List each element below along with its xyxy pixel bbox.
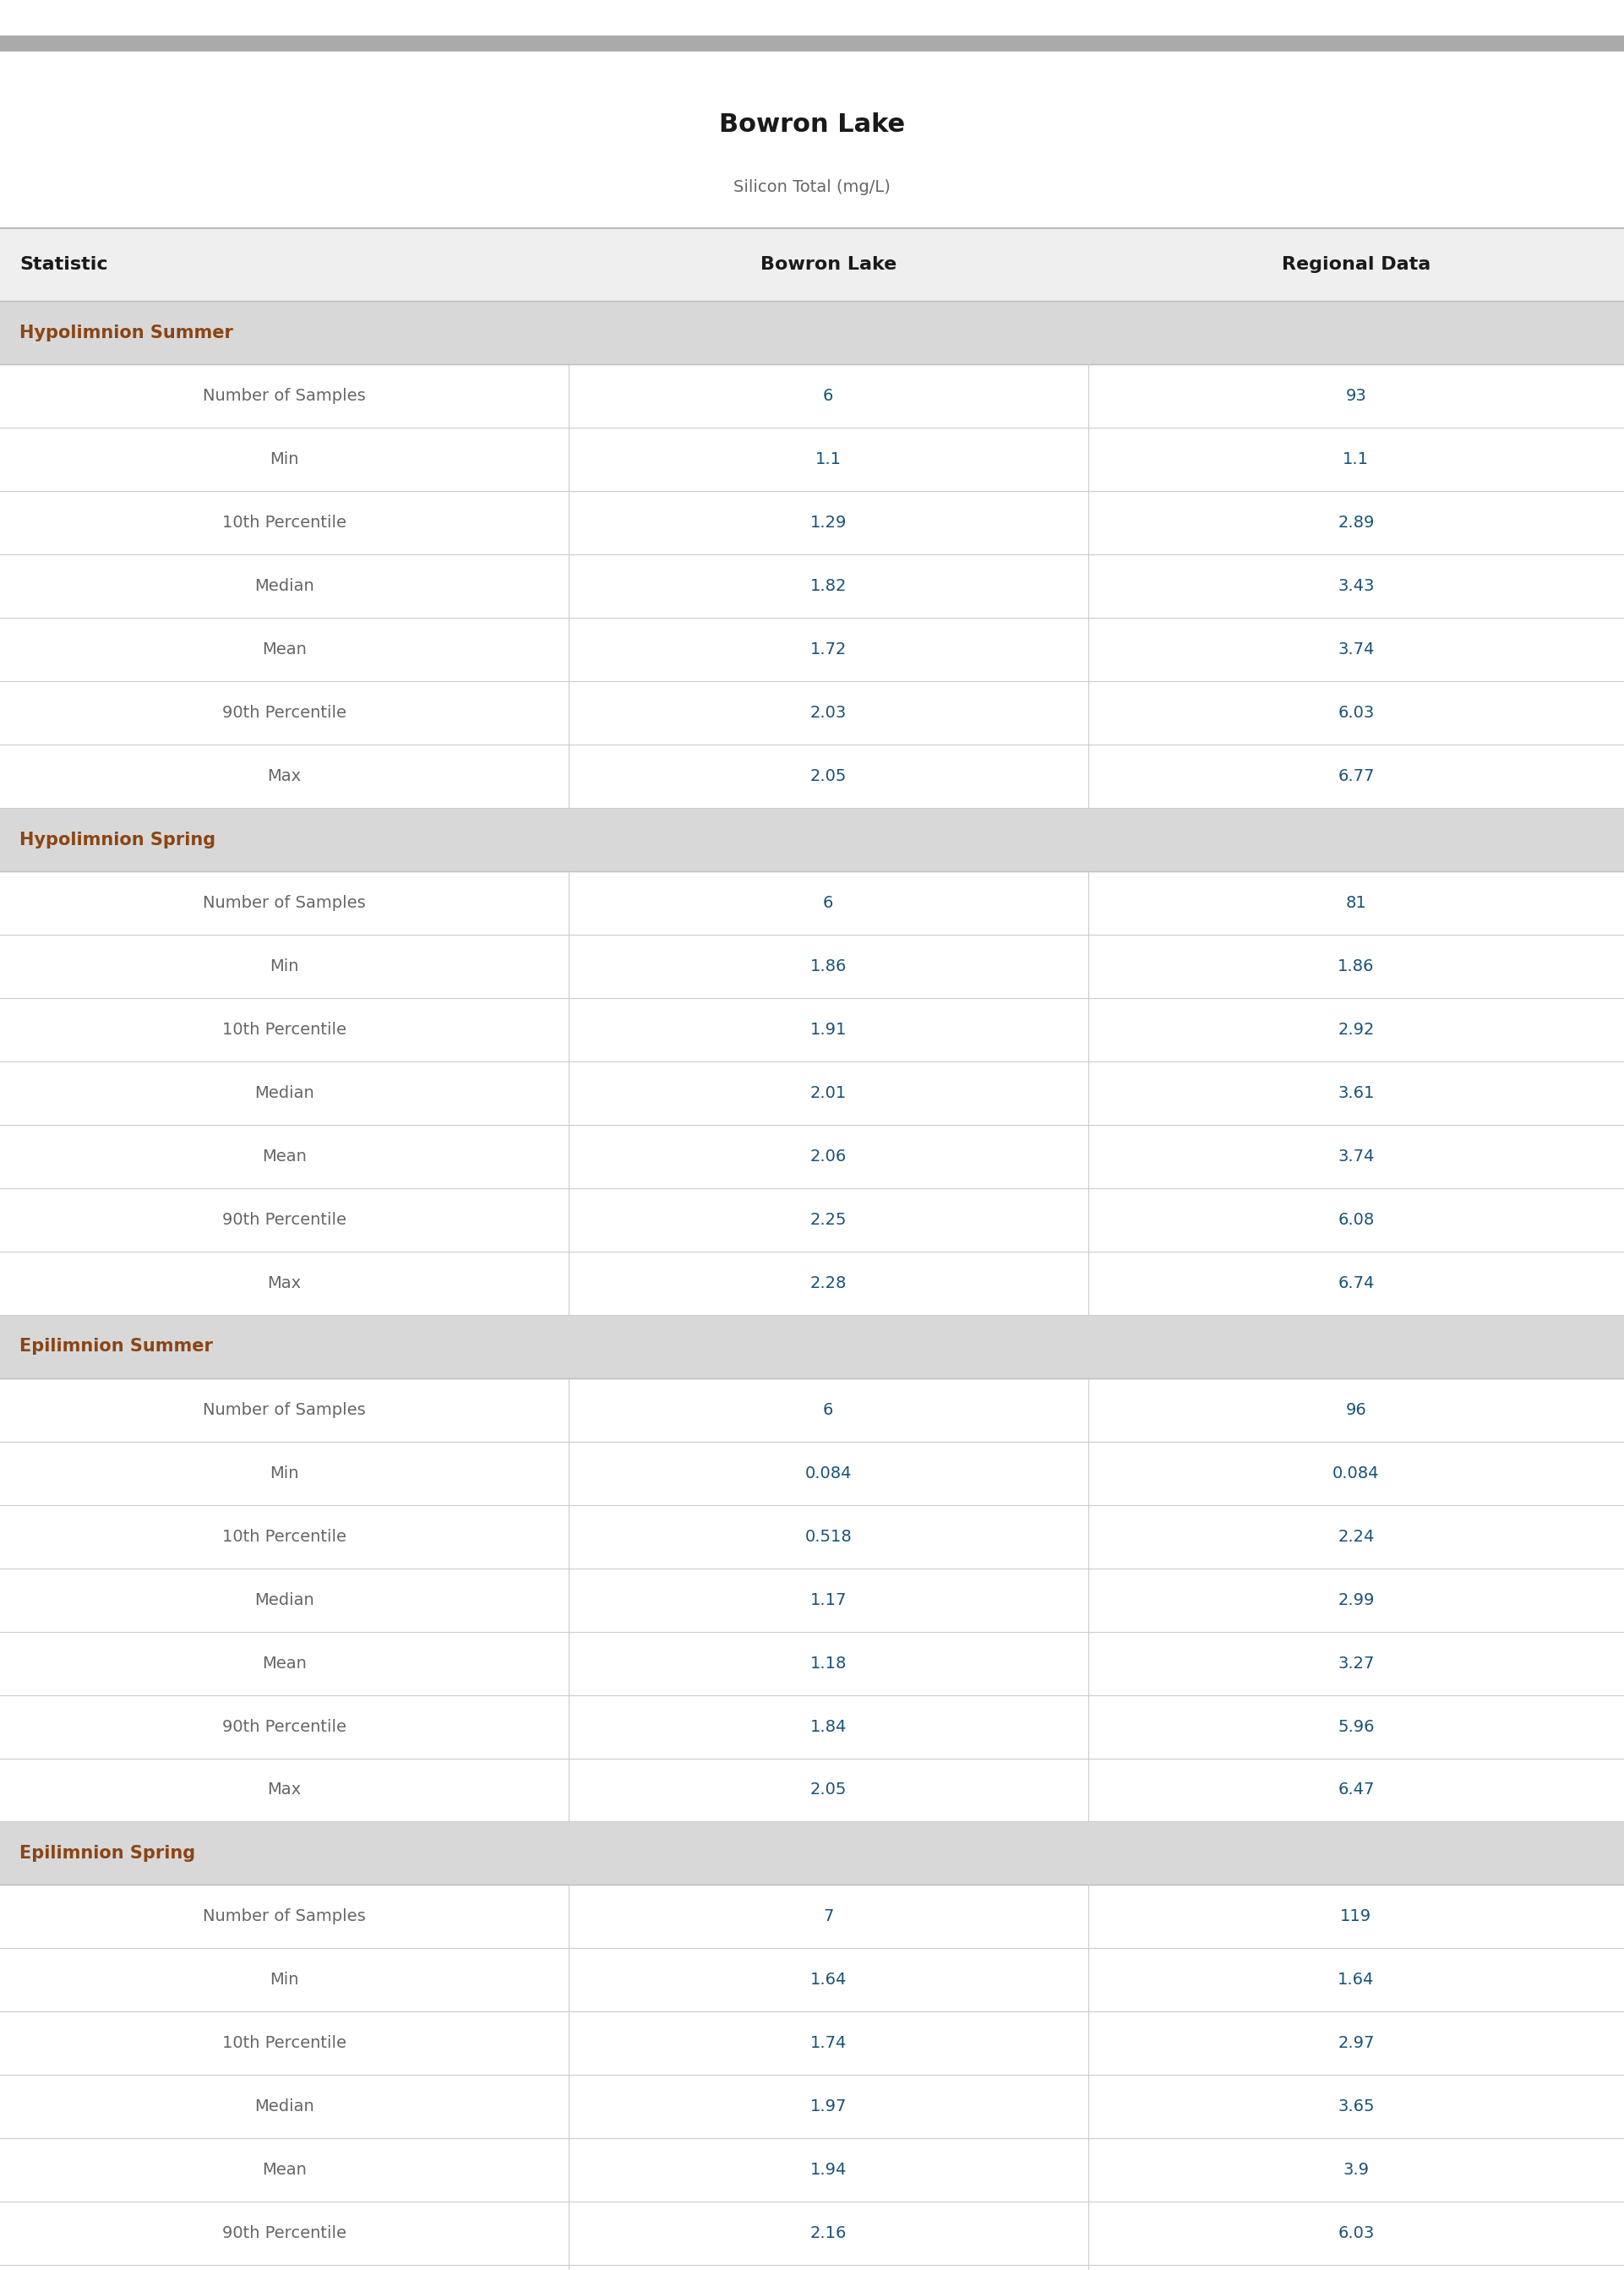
Text: 7: 7 (823, 1909, 833, 1925)
Text: Max: Max (268, 1276, 300, 1292)
Text: 1.18: 1.18 (810, 1655, 846, 1671)
Text: 2.28: 2.28 (810, 1276, 846, 1292)
Text: 6: 6 (823, 894, 833, 910)
Text: Number of Samples: Number of Samples (203, 1403, 365, 1419)
Text: 6: 6 (823, 1403, 833, 1419)
Text: 6.77: 6.77 (1338, 767, 1374, 785)
Text: 2.89: 2.89 (1338, 515, 1374, 531)
Text: Mean: Mean (261, 1655, 307, 1671)
Text: 90th Percentile: 90th Percentile (222, 1212, 346, 1228)
Text: Min: Min (270, 958, 299, 974)
Text: 2.99: 2.99 (1338, 1591, 1374, 1607)
Text: 3.43: 3.43 (1338, 579, 1374, 595)
Text: 2.92: 2.92 (1338, 1022, 1374, 1037)
Text: Number of Samples: Number of Samples (203, 894, 365, 910)
Text: 10th Percentile: 10th Percentile (222, 1528, 346, 1544)
Text: 90th Percentile: 90th Percentile (222, 706, 346, 722)
Text: Min: Min (270, 1973, 299, 1989)
Text: 81: 81 (1346, 894, 1366, 910)
Text: 1.97: 1.97 (810, 2100, 846, 2116)
Text: Silicon Total (mg/L): Silicon Total (mg/L) (734, 179, 890, 195)
Text: Bowron Lake: Bowron Lake (719, 114, 905, 136)
Text: 2.97: 2.97 (1338, 2036, 1374, 2052)
Text: 1.64: 1.64 (1338, 1973, 1374, 1989)
Text: 6.74: 6.74 (1338, 1276, 1374, 1292)
Text: 93: 93 (1346, 388, 1366, 404)
Text: Mean: Mean (261, 1149, 307, 1165)
Text: 0.084: 0.084 (1333, 1464, 1379, 1482)
Text: 5.96: 5.96 (1338, 1718, 1374, 1734)
Text: Min: Min (270, 452, 299, 468)
Text: 2.06: 2.06 (810, 1149, 846, 1165)
Text: 10th Percentile: 10th Percentile (222, 2036, 346, 2052)
Text: Median: Median (255, 579, 313, 595)
Text: Number of Samples: Number of Samples (203, 388, 365, 404)
Text: 96: 96 (1346, 1403, 1366, 1419)
Text: 90th Percentile: 90th Percentile (222, 2225, 346, 2240)
Text: Min: Min (270, 1464, 299, 1482)
Text: Mean: Mean (261, 642, 307, 658)
Text: 0.518: 0.518 (804, 1528, 853, 1544)
Text: 6.47: 6.47 (1338, 1782, 1374, 1798)
Text: Number of Samples: Number of Samples (203, 1909, 365, 1925)
Text: 1.1: 1.1 (1343, 452, 1369, 468)
Text: Bowron Lake: Bowron Lake (760, 257, 896, 272)
Text: Hypolimnion Spring: Hypolimnion Spring (19, 831, 216, 849)
Bar (0, 1314, 1624, 1378)
Text: Regional Data: Regional Data (1281, 257, 1431, 272)
Text: 2.01: 2.01 (810, 1085, 846, 1101)
Text: 2.24: 2.24 (1338, 1528, 1374, 1544)
Text: Max: Max (268, 767, 300, 785)
Text: 2.03: 2.03 (810, 706, 846, 722)
Text: 6.08: 6.08 (1338, 1212, 1374, 1228)
Text: 1.1: 1.1 (815, 452, 841, 468)
Text: 6.03: 6.03 (1338, 706, 1374, 722)
Text: 1.29: 1.29 (810, 515, 846, 531)
Text: Epilimnion Spring: Epilimnion Spring (19, 1846, 195, 1861)
Text: 3.74: 3.74 (1338, 1149, 1374, 1165)
Bar (0, 1821, 1624, 1884)
Text: 1.86: 1.86 (810, 958, 846, 974)
Text: 0.084: 0.084 (806, 1464, 851, 1482)
Text: Epilimnion Summer: Epilimnion Summer (19, 1337, 213, 1355)
Text: 1.74: 1.74 (810, 2036, 846, 2052)
Text: 2.16: 2.16 (810, 2225, 846, 2240)
Text: Max: Max (268, 1782, 300, 1798)
Text: 2.05: 2.05 (810, 1782, 846, 1798)
Text: 1.64: 1.64 (810, 1973, 846, 1989)
Text: 3.74: 3.74 (1338, 642, 1374, 658)
Text: 6: 6 (823, 388, 833, 404)
Text: 1.84: 1.84 (810, 1718, 846, 1734)
Text: 2.25: 2.25 (810, 1212, 846, 1228)
Text: 1.94: 1.94 (810, 2161, 846, 2179)
Text: 10th Percentile: 10th Percentile (222, 1022, 346, 1037)
Text: 1.86: 1.86 (1338, 958, 1374, 974)
Text: Median: Median (255, 2100, 313, 2116)
Text: 3.27: 3.27 (1338, 1655, 1374, 1671)
Text: Median: Median (255, 1085, 313, 1101)
Text: 1.17: 1.17 (810, 1591, 846, 1607)
Text: 1.72: 1.72 (810, 642, 846, 658)
Text: Statistic: Statistic (19, 257, 107, 272)
Text: 1.91: 1.91 (810, 1022, 846, 1037)
Text: 6.03: 6.03 (1338, 2225, 1374, 2240)
Bar (0, 808, 1624, 872)
Bar (0, 302, 1624, 365)
Text: Median: Median (255, 1591, 313, 1607)
Text: 3.65: 3.65 (1338, 2100, 1374, 2116)
Text: 2.05: 2.05 (810, 767, 846, 785)
Text: 1.82: 1.82 (810, 579, 846, 595)
Bar (0, 229, 1624, 302)
Text: Hypolimnion Summer: Hypolimnion Summer (19, 325, 234, 340)
Text: 10th Percentile: 10th Percentile (222, 515, 346, 531)
Text: 3.9: 3.9 (1343, 2161, 1369, 2179)
Text: 90th Percentile: 90th Percentile (222, 1718, 346, 1734)
Bar (0, 36, 1624, 52)
Text: 119: 119 (1340, 1909, 1372, 1925)
Text: Mean: Mean (261, 2161, 307, 2179)
Text: 3.61: 3.61 (1338, 1085, 1374, 1101)
